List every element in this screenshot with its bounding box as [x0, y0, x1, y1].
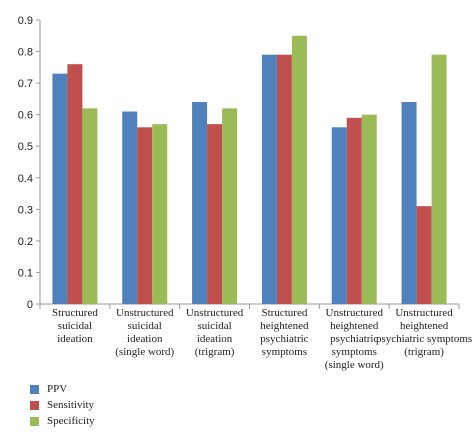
y-tick-label: 0.3 [18, 204, 33, 216]
y-axis-ticks: 0 0.1 0.2 0.3 0.4 0.5 0.6 0.7 0.8 0.9 [18, 15, 40, 311]
bar-specificity-1 [82, 108, 98, 304]
category-label-line: psychiatric symptoms [376, 333, 472, 345]
legend-item-specificity: Specificity [30, 413, 95, 429]
category-label-line: (single word) [115, 346, 174, 358]
legend-item-ppv: PPV [30, 381, 95, 397]
category-label-line: heightened [330, 320, 379, 332]
legend-swatch-specificity [30, 416, 39, 426]
category-label-line: suicidal [197, 320, 231, 332]
category-label-line: (trigram) [404, 346, 444, 358]
category-label-line: Unstructured [116, 307, 174, 319]
y-tick-label: 0.5 [18, 141, 33, 153]
category-label-line: heightened [400, 320, 449, 332]
category-label-line: ideation [197, 333, 233, 345]
category-label-line: symptoms [332, 346, 377, 358]
category-label-line: symptoms [262, 346, 307, 358]
bar-specificity-4 [291, 35, 307, 305]
bar-specificity-5 [361, 114, 377, 305]
y-tick-label: 0.1 [18, 267, 33, 279]
bar-ppv-5 [331, 127, 347, 305]
category-label-line: (trigram) [195, 346, 235, 358]
category-label-line: Unstructured [395, 307, 453, 319]
legend-label-specificity: Specificity [47, 415, 95, 427]
y-tick-label: 0.4 [18, 173, 33, 185]
category-labels: StructuredsuicidalideationUnstructuredsu… [52, 307, 472, 371]
chart-axes [39, 20, 460, 309]
legend-swatch-sensitivity [30, 400, 39, 410]
legend-swatch-ppv [30, 384, 39, 394]
bar-ppv-4 [261, 54, 277, 304]
legend-label-sensitivity: Sensitivity [47, 399, 95, 411]
bar-specificity-2 [152, 124, 168, 304]
category-label-line: suicidal [58, 320, 92, 332]
y-tick-label: 0.9 [18, 15, 33, 27]
bar-ppv-1 [52, 73, 68, 305]
category-label-line: heightened [260, 320, 309, 332]
bar-sensitivity-3 [207, 124, 223, 304]
y-tick-label: 0.8 [18, 47, 33, 59]
category-label-line: psychiatric [260, 333, 308, 345]
category-label-line: ideation [127, 333, 163, 345]
category-label-line: ideation [57, 333, 93, 345]
category-label-line: Unstructured [326, 307, 384, 319]
bar-sensitivity-2 [137, 127, 153, 305]
y-tick-label: 0.2 [18, 236, 33, 248]
bar-specificity-3 [222, 108, 238, 304]
category-label-line: psychiatric [330, 333, 378, 345]
bar-sensitivity-5 [346, 117, 362, 304]
category-label-line: suicidal [128, 320, 162, 332]
bar-sensitivity-4 [276, 54, 292, 304]
y-tick-label: 0 [27, 299, 33, 311]
y-tick-label: 0.6 [18, 110, 33, 122]
bar-ppv-3 [192, 102, 208, 305]
bar-sensitivity-1 [67, 64, 83, 304]
category-label-line: Structured [262, 307, 308, 319]
bar-ppv-6 [401, 102, 417, 305]
category-label-line: Unstructured [186, 307, 244, 319]
bar-specificity-6 [431, 54, 447, 304]
category-label-line: (single word) [325, 359, 384, 371]
chart-bars [52, 35, 447, 305]
bar-sensitivity-6 [416, 206, 432, 304]
legend-label-ppv: PPV [47, 383, 68, 395]
bar-ppv-2 [122, 111, 138, 304]
category-label-line: Structured [52, 307, 98, 319]
y-tick-label: 0.7 [18, 78, 33, 90]
legend-item-sensitivity: Sensitivity [30, 397, 95, 413]
legend: PPV Sensitivity Specificity [30, 381, 95, 429]
